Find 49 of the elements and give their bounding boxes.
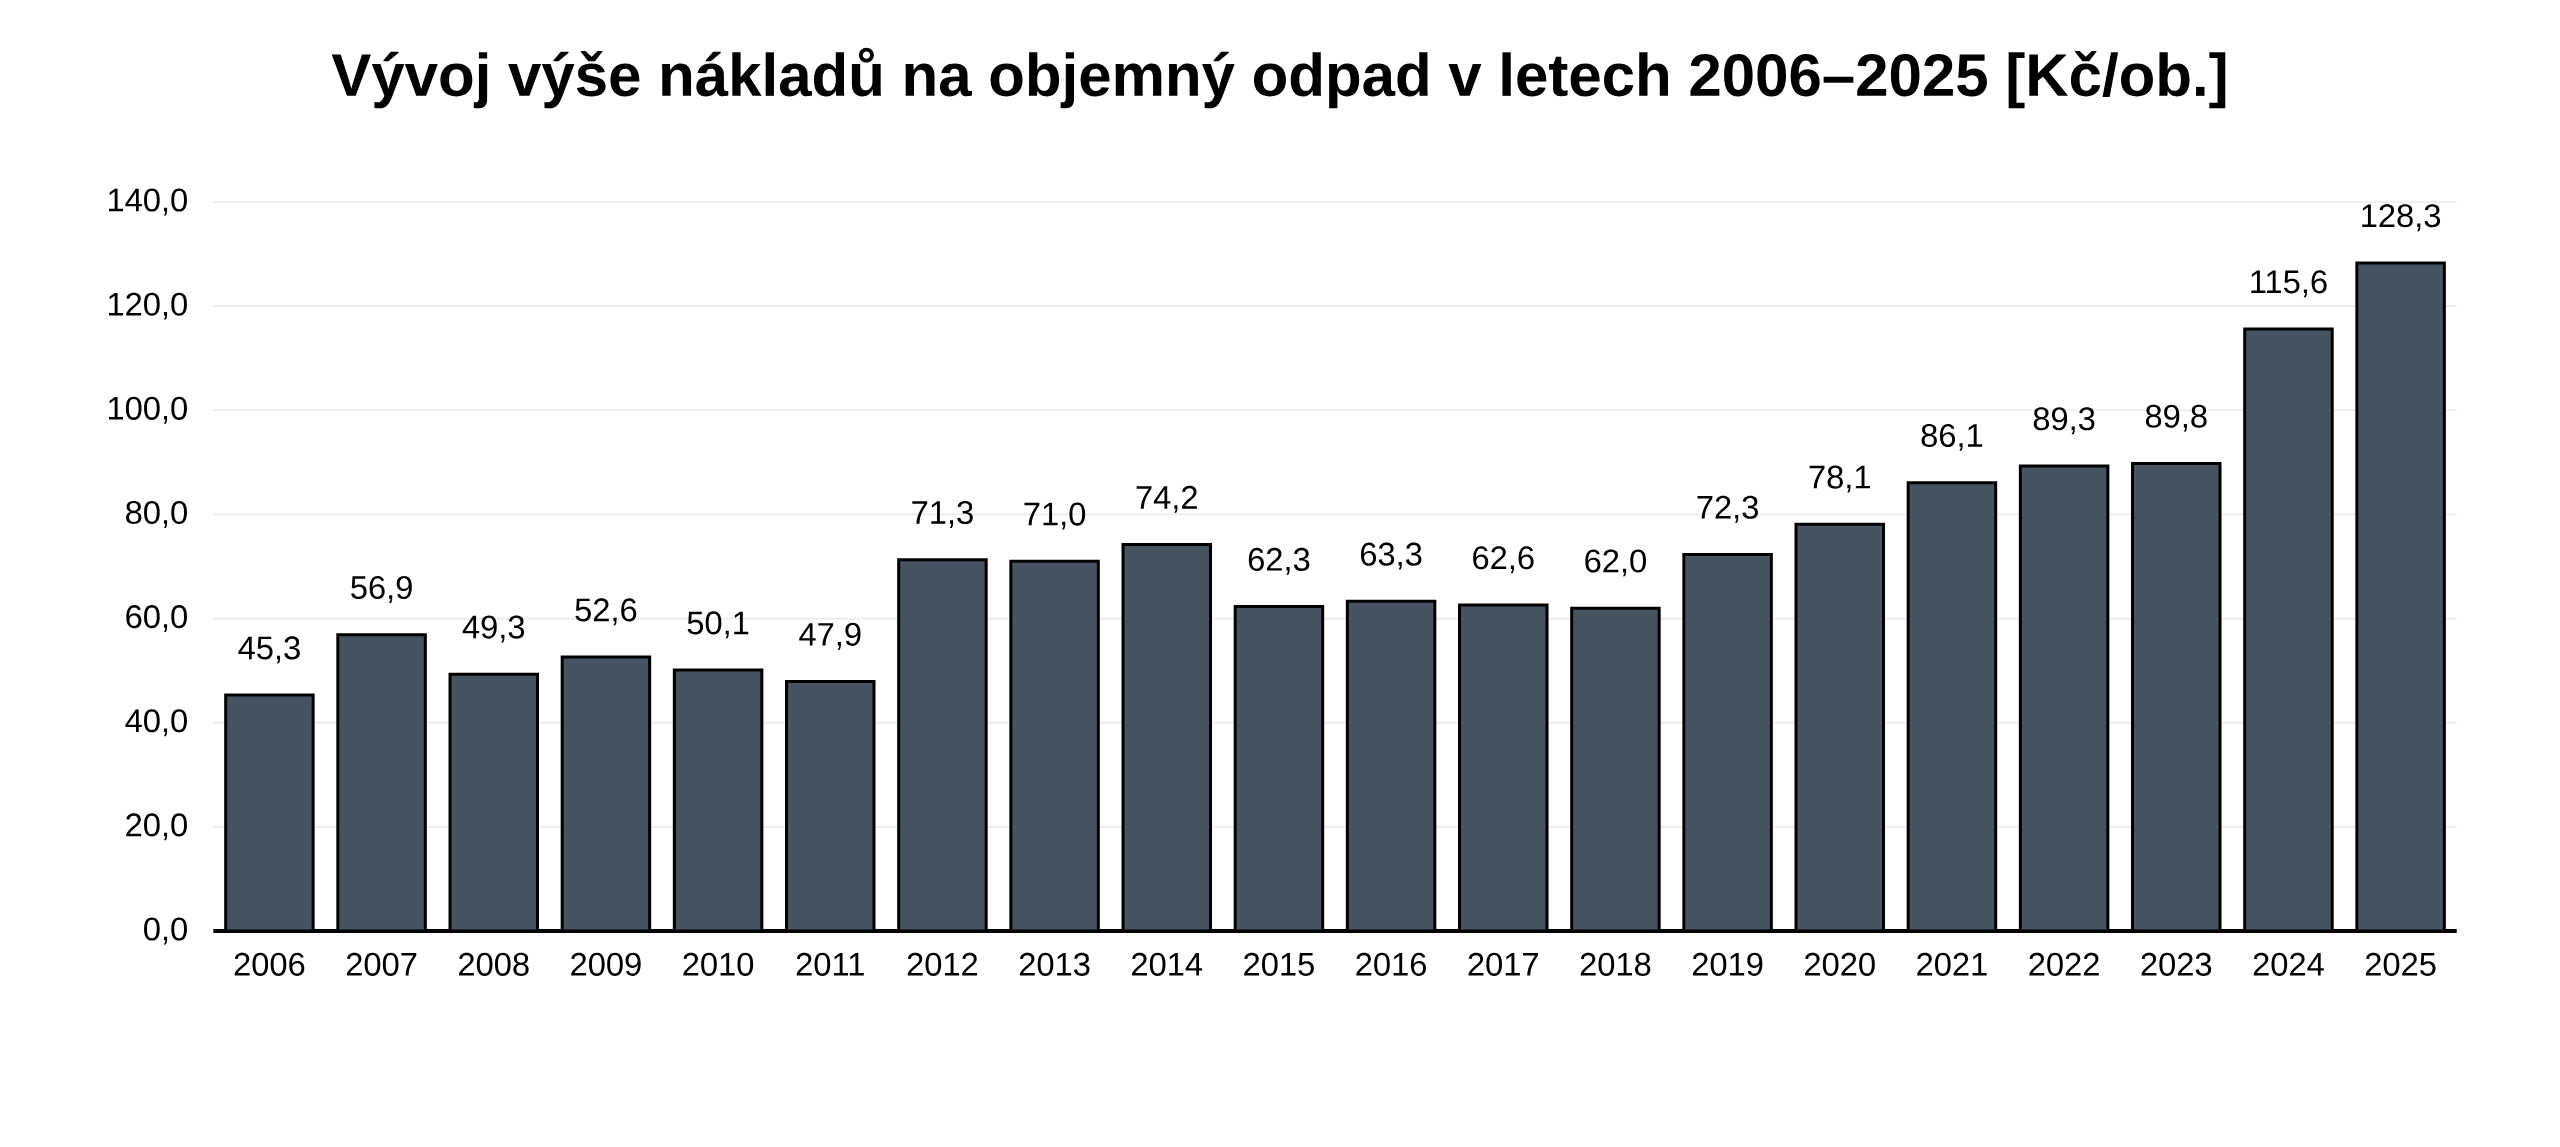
- x-tick-label: 2014: [1132, 952, 1203, 976]
- data-label: 62,0: [1585, 549, 1646, 577]
- y-tick-label: 0,0: [144, 917, 187, 945]
- data-label: 89,3: [2033, 407, 2095, 435]
- y-tick-label: 120,0: [108, 292, 187, 320]
- y-tick-label: 40,0: [125, 709, 187, 737]
- x-tick-label: 2008: [459, 952, 529, 976]
- y-tick-label: 140,0: [108, 188, 187, 216]
- data-label: 45,3: [238, 636, 300, 664]
- data-label: 71,3: [912, 500, 973, 528]
- data-label: 72,3: [1697, 495, 1758, 523]
- x-tick-label: 2019: [1692, 952, 1763, 976]
- y-tick-label: 80,0: [126, 500, 187, 528]
- x-tick-label: 2006: [234, 952, 305, 976]
- data-label: 50,1: [687, 611, 749, 639]
- data-label: 62,6: [1473, 546, 1534, 574]
- data-label: 56,9: [351, 575, 412, 603]
- y-tick-label: 60,0: [126, 605, 187, 633]
- x-tick-label: 2013: [1019, 952, 1090, 976]
- data-label: 89,8: [2145, 404, 2207, 432]
- x-tick-label: 2010: [683, 952, 754, 976]
- data-label: 71,0: [1024, 502, 1086, 530]
- data-label: 86,1: [1921, 423, 1983, 451]
- x-tick-label: 2015: [1244, 952, 1314, 976]
- x-tick-label: 2017: [1468, 952, 1538, 976]
- x-tick-label: 2024: [2253, 952, 2324, 976]
- data-label: 78,1: [1809, 465, 1870, 493]
- x-tick-label: 2012: [907, 952, 978, 976]
- y-tick-label: 20,0: [126, 813, 187, 841]
- x-tick-label: 2025: [2365, 952, 2436, 976]
- x-tick-label: 2009: [571, 952, 641, 976]
- x-tick-label: 2022: [2029, 952, 2099, 976]
- data-label: 47,9: [799, 622, 861, 650]
- data-label: 74,2: [1136, 485, 1197, 513]
- data-label: 115,6: [2251, 270, 2327, 298]
- x-tick-label: 2020: [1805, 952, 1875, 976]
- data-label: 62,3: [1248, 547, 1310, 575]
- chart-title: Vývoj výše nákladů na objemný odpad v letech 2006–2025 [Kč/ob.]: [331, 47, 2226, 109]
- data-label: 49,3: [462, 615, 525, 643]
- data-label: 128,3: [2362, 204, 2441, 232]
- x-tick-label: 2011: [796, 952, 864, 976]
- data-label: 63,3: [1360, 542, 1422, 570]
- x-tick-label: 2023: [2141, 952, 2212, 976]
- y-tick-label: 100,0: [108, 396, 187, 424]
- data-label: 52,6: [575, 598, 637, 626]
- x-tick-label: 2018: [1580, 952, 1651, 976]
- x-tick-label: 2007: [346, 952, 417, 976]
- x-tick-label: 2016: [1356, 952, 1426, 976]
- x-tick-label: 2021: [1917, 952, 1987, 976]
